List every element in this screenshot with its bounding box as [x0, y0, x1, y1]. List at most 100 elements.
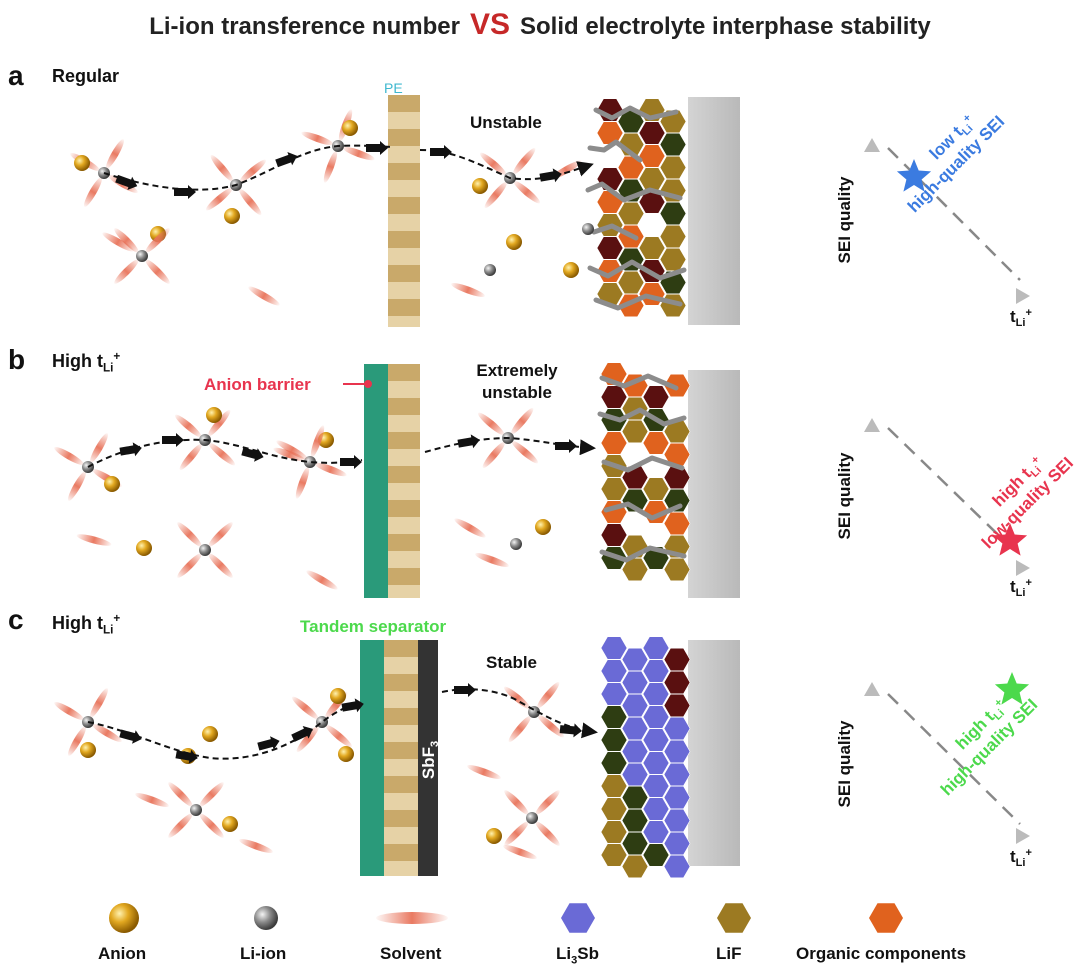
sei-hexagon: [663, 762, 691, 787]
pe-stripe: [388, 146, 420, 163]
legend-li3sb-icon: [561, 903, 595, 933]
arrows-c: [119, 683, 582, 764]
sei-hexagon: [659, 224, 687, 249]
sei-hexagon: [621, 557, 649, 582]
pe-stripe: [384, 691, 418, 708]
sei-hexagon: [621, 647, 649, 672]
anion-sphere: [330, 688, 346, 704]
solvent-ellipse: [239, 159, 267, 183]
star-label-a: low tLi+ high-quality SEI: [904, 112, 1008, 216]
anion-barrier-pointer-dot: [364, 380, 372, 388]
legend-solvent-icon: [376, 912, 448, 924]
arrow-icon: [162, 433, 184, 447]
pe-stripe: [384, 708, 418, 725]
pe-stripe: [384, 742, 418, 759]
arrow-icon: [430, 145, 452, 159]
sei-hexagon: [659, 247, 687, 272]
electrode-b: [688, 370, 740, 598]
anion-sphere: [80, 742, 96, 758]
anion-sphere: [472, 178, 488, 194]
solvent-ellipse: [482, 441, 506, 469]
legend-label-li-ion: Li-ion: [240, 944, 287, 963]
x-axis-label-c: tLi+: [1010, 847, 1032, 869]
particles-a: [70, 109, 594, 306]
sbf3-label: SbF3: [419, 741, 441, 779]
arrow-icon: [174, 185, 196, 199]
state-label-c: Stable: [486, 653, 538, 672]
sei-hexagon: [663, 854, 691, 879]
pe-separator-b: [388, 364, 420, 598]
anion-sphere: [563, 262, 579, 278]
solvent-ellipse: [296, 725, 320, 753]
solvent-ellipse: [467, 765, 501, 779]
solvent-ellipse: [536, 681, 560, 709]
panel-title-a: Regular: [52, 66, 120, 86]
solvent-ellipse: [504, 821, 529, 846]
solvent-ellipse: [510, 407, 534, 435]
solvent-ellipse: [177, 522, 202, 547]
sei-hexagon: [638, 121, 666, 145]
sei-hexagon: [638, 236, 666, 260]
arrow-icon: [291, 725, 313, 742]
sei-hexagon: [642, 385, 670, 409]
sei-hexagon: [600, 682, 628, 706]
pe-stripe: [388, 432, 420, 449]
pe-stripe: [388, 415, 420, 432]
anion-sphere: [104, 476, 120, 492]
solvent-ellipse: [314, 462, 347, 477]
arrows-b: [119, 433, 577, 469]
sei-hexagon: [600, 705, 628, 729]
pe-stripe: [384, 844, 418, 861]
legend-icons: [109, 903, 903, 933]
sei-hexagon: [600, 820, 628, 844]
arrow-icon: [257, 736, 280, 751]
sei-hexagon: [663, 785, 691, 810]
sei-hexagon: [596, 121, 624, 145]
sei-hexagon: [621, 670, 649, 695]
sei-hexagon: [659, 201, 687, 226]
solvent-ellipse: [504, 790, 529, 815]
x-axis-label-a: tLi+: [1010, 307, 1032, 329]
sei-hexagon: [621, 716, 649, 741]
legend-organic-icon: [869, 903, 903, 933]
pe-stripe: [384, 827, 418, 844]
anion-sphere: [486, 828, 502, 844]
pe-stripe: [384, 810, 418, 827]
panel-a: [70, 95, 1030, 327]
sei-hexagon: [663, 647, 691, 672]
li-ion-sphere: [136, 250, 148, 262]
sei-hexagon: [621, 831, 649, 856]
sei-hexagon: [621, 693, 649, 718]
pe-stripe: [388, 466, 420, 483]
sei-hexagon: [642, 659, 670, 683]
pe-stripe: [388, 449, 420, 466]
pe-stripe: [388, 214, 420, 231]
sei-hexagon: [600, 774, 628, 798]
sei-hexagon: [659, 132, 687, 157]
pe-stripe: [388, 163, 420, 180]
solvent-ellipse: [177, 553, 202, 578]
solvent-ellipse: [145, 259, 170, 284]
solvent-ellipse: [114, 259, 139, 284]
electrode-a: [688, 97, 740, 325]
sei-hexagon: [663, 670, 691, 695]
axes-b: [864, 418, 1030, 576]
anion-barrier: [364, 364, 388, 598]
star-label-c: high tLi+ high-quality SEI: [937, 695, 1041, 799]
sei-hexagon: [600, 659, 628, 683]
sei-crack: [591, 223, 639, 241]
arrow-icon: [241, 447, 264, 462]
pe-stripe: [384, 793, 418, 810]
svg-text:low-quality SEI: low-quality SEI: [978, 453, 1077, 552]
sei-crack: [587, 259, 687, 281]
arrow-icon: [340, 455, 362, 469]
y-axis-label-b: SEI quality: [835, 452, 854, 539]
solvent-ellipse: [511, 440, 539, 464]
solvent-ellipse: [67, 471, 87, 501]
sei-hexagon: [663, 716, 691, 741]
title-left: Li-ion transference number: [149, 13, 460, 40]
arrows-a: [115, 141, 562, 199]
star-icon-a: [896, 159, 932, 192]
sei-hexagon: [663, 808, 691, 833]
anion-sphere: [206, 407, 222, 423]
